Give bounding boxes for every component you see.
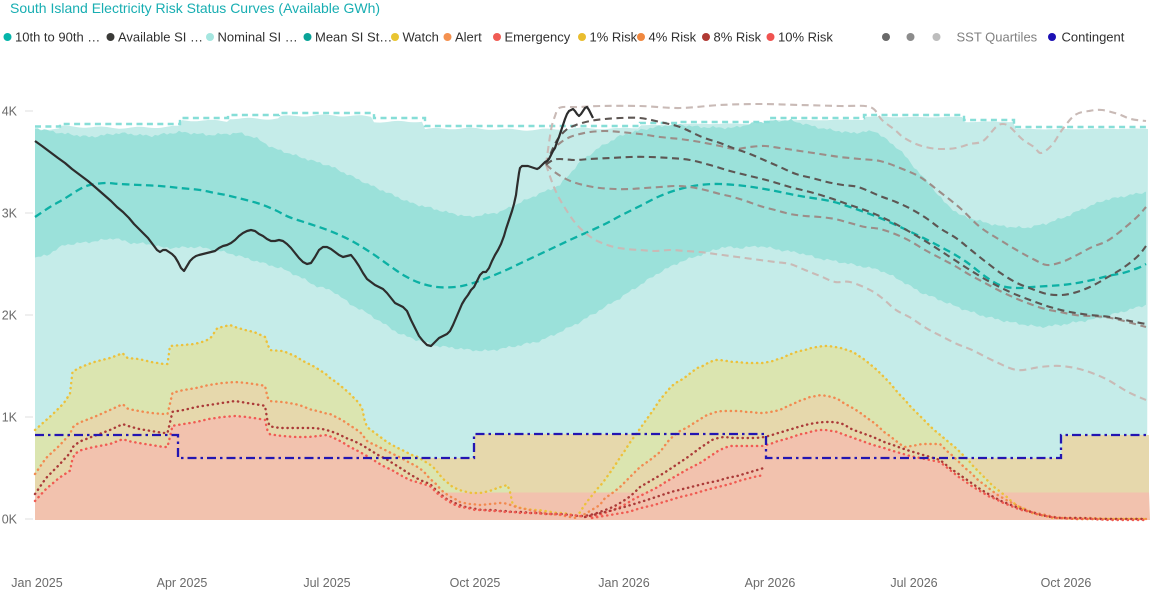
svg-text:Watch: Watch xyxy=(403,30,439,45)
svg-text:Mean SI St…: Mean SI St… xyxy=(315,30,392,45)
svg-text:3K: 3K xyxy=(2,207,18,221)
svg-text:1K: 1K xyxy=(2,411,18,425)
svg-text:Nominal SI …: Nominal SI … xyxy=(218,30,298,45)
svg-text:8% Risk: 8% Risk xyxy=(714,30,762,45)
svg-text:Jul 2025: Jul 2025 xyxy=(303,576,350,590)
svg-text:Oct 2025: Oct 2025 xyxy=(450,576,501,590)
svg-text:10th to 90th …: 10th to 90th … xyxy=(15,30,100,45)
svg-text:Emergency: Emergency xyxy=(505,30,571,45)
svg-text:SST Quartiles: SST Quartiles xyxy=(957,30,1038,45)
svg-text:Alert: Alert xyxy=(455,30,482,45)
svg-text:Available SI …: Available SI … xyxy=(118,30,203,45)
svg-text:Apr 2026: Apr 2026 xyxy=(745,576,796,590)
svg-text:Oct 2026: Oct 2026 xyxy=(1041,576,1092,590)
svg-text:South Island Electricity Risk: South Island Electricity Risk Status Cur… xyxy=(10,0,380,16)
svg-text:Jan 2026: Jan 2026 xyxy=(598,576,649,590)
svg-text:4K: 4K xyxy=(2,105,18,119)
svg-text:1% Risk: 1% Risk xyxy=(590,30,638,45)
svg-text:0K: 0K xyxy=(2,513,18,527)
svg-text:4% Risk: 4% Risk xyxy=(649,30,697,45)
svg-text:2K: 2K xyxy=(2,309,18,323)
svg-text:10% Risk: 10% Risk xyxy=(778,30,833,45)
svg-text:Jul 2026: Jul 2026 xyxy=(890,576,937,590)
svg-text:Apr 2025: Apr 2025 xyxy=(157,576,208,590)
svg-text:Jan 2025: Jan 2025 xyxy=(11,576,62,590)
svg-text:Contingent: Contingent xyxy=(1062,30,1125,45)
